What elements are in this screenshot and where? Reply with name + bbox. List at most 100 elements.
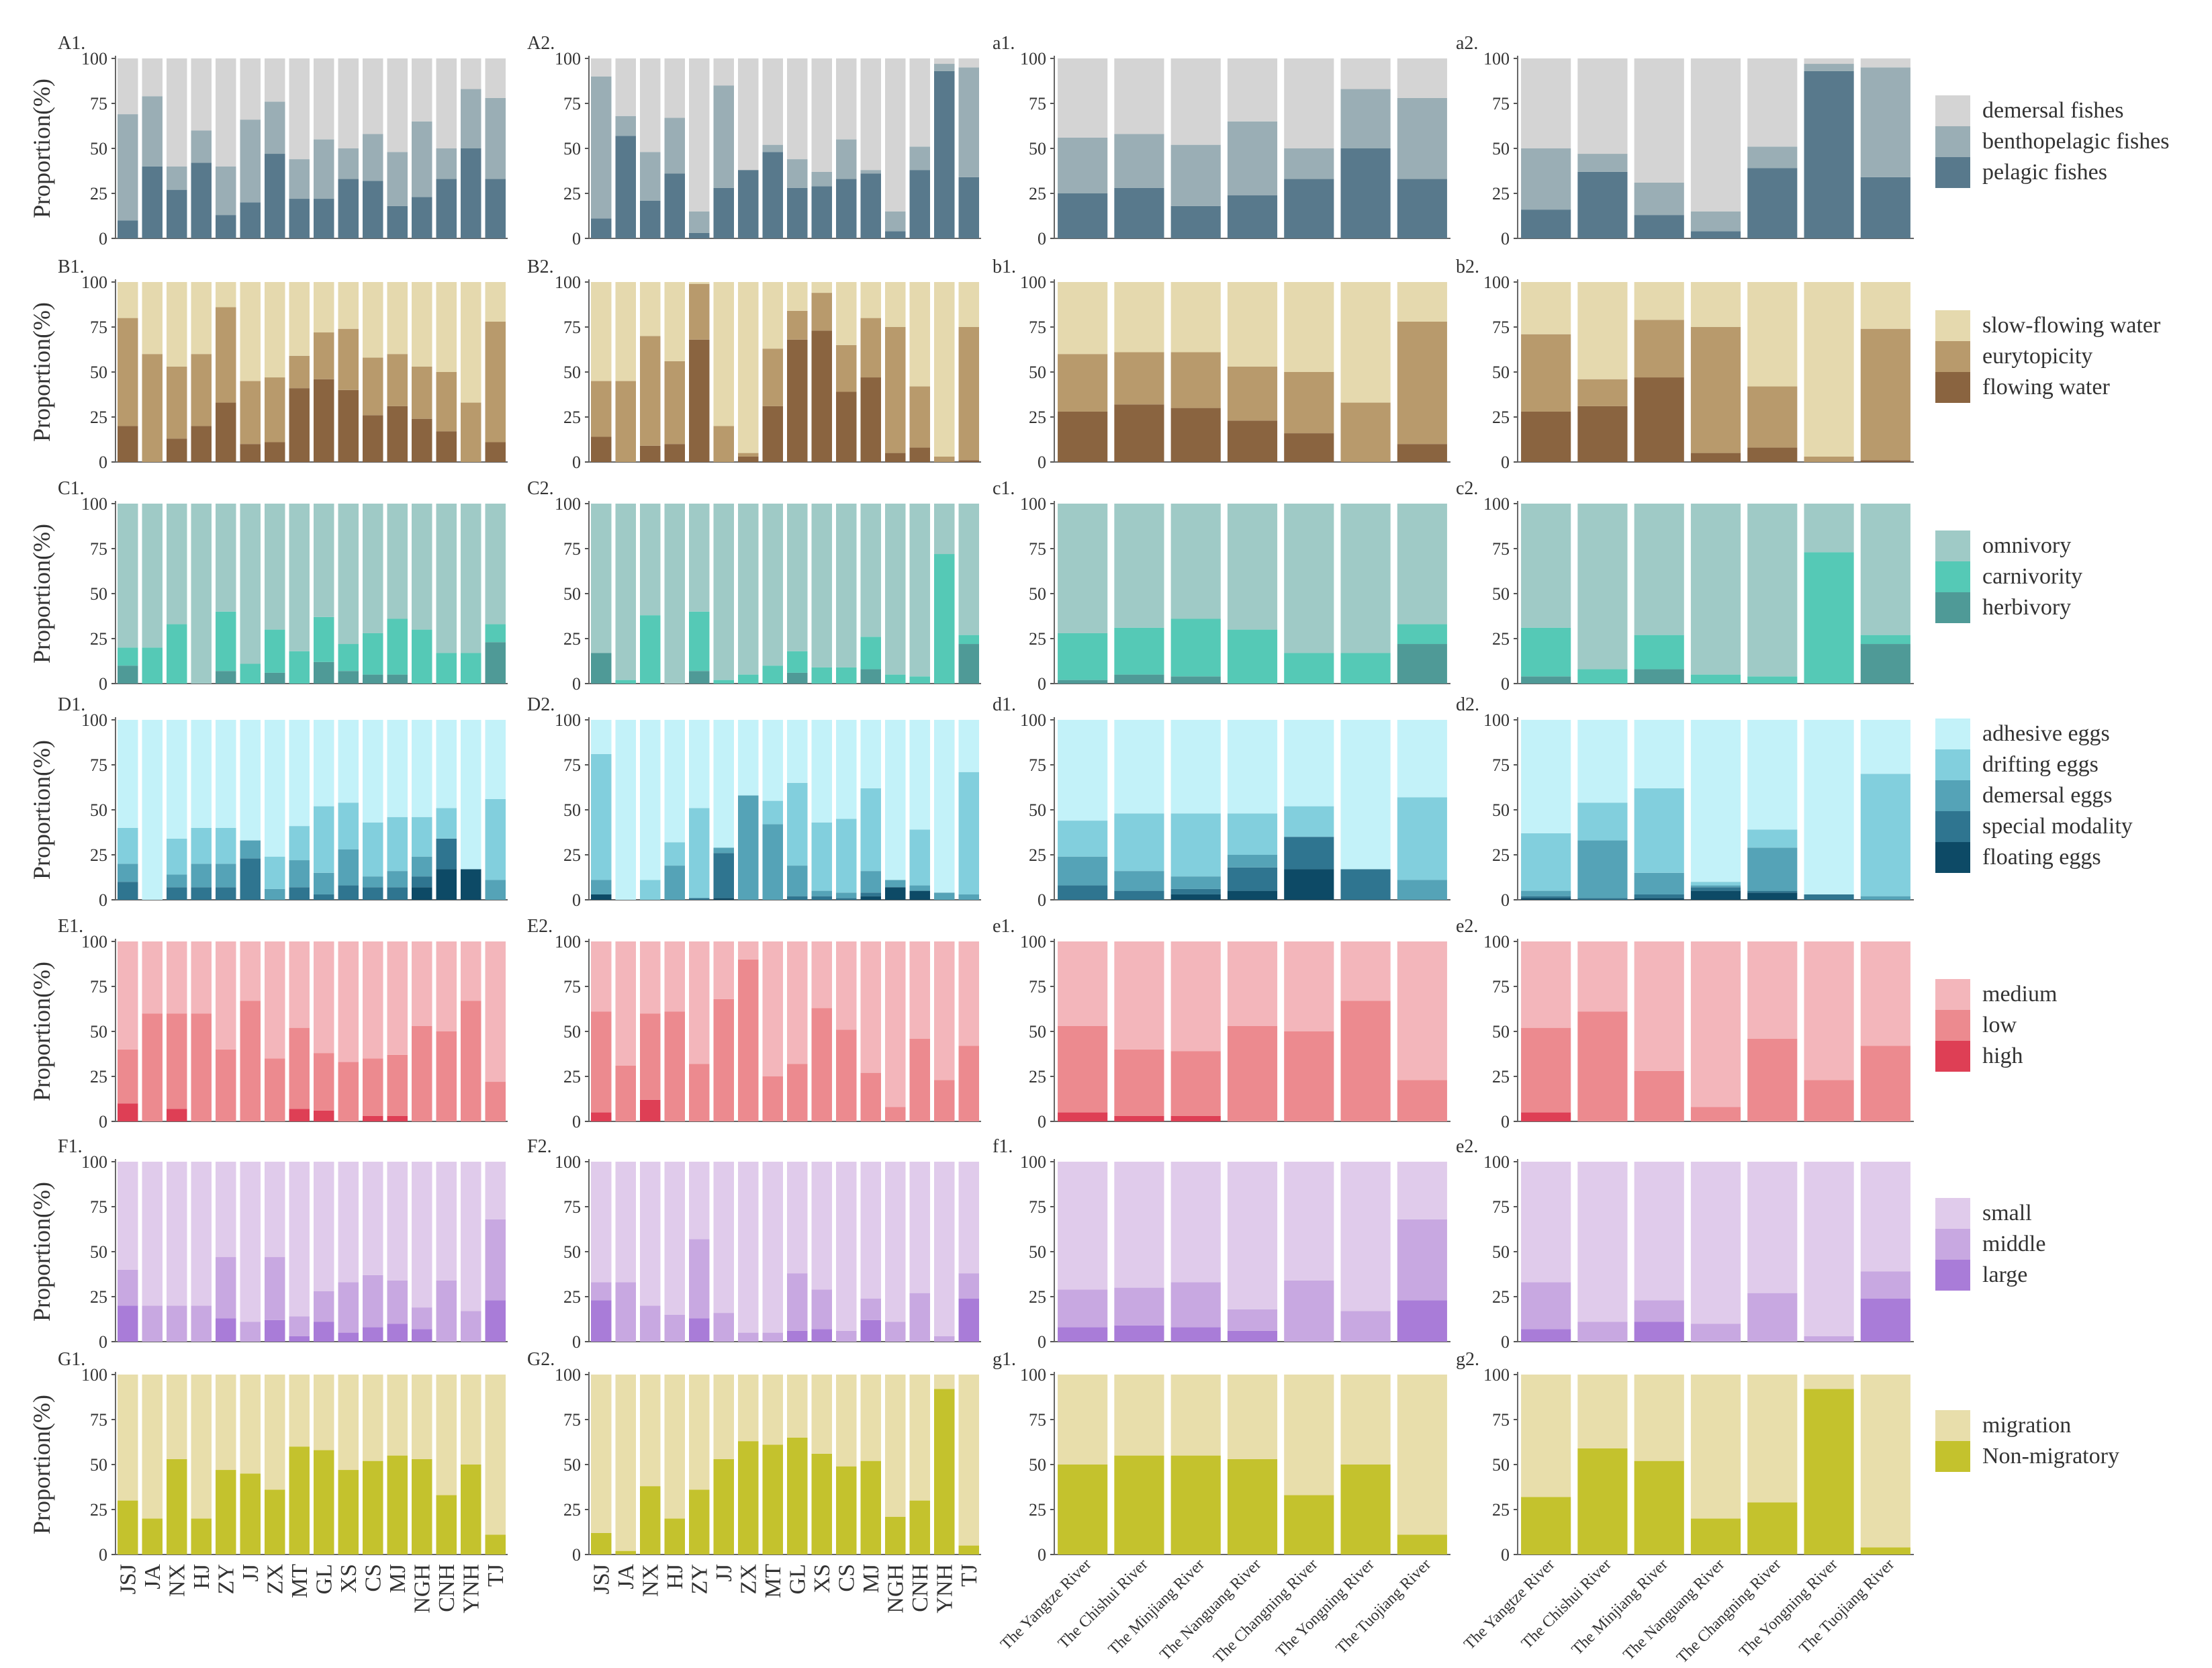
bar-high [1170, 1115, 1221, 1121]
legend-swatch [1935, 310, 1970, 341]
bar-eurytopicity [1860, 328, 1910, 461]
bar-demersal-fishes [860, 58, 881, 171]
bar-special-modality [1690, 887, 1741, 891]
bar-non-migratory [1058, 1465, 1108, 1555]
bar-pelagic-fishes [216, 215, 236, 238]
bar-demersal-eggs [1577, 840, 1628, 898]
bar-adhesive-eggs [738, 720, 759, 796]
bar-drifting-eggs [664, 842, 685, 866]
bar-omnivory [1577, 504, 1628, 669]
bar-non-migratory [615, 1550, 636, 1555]
y-tick-label: 50 [90, 1022, 107, 1041]
y-tick-label: 0 [1501, 229, 1510, 248]
bar-stack-the-yongning-river [1340, 941, 1391, 1121]
bar-large [387, 1324, 408, 1342]
bar-non-migratory [461, 1465, 481, 1555]
bar-stack-zx [738, 941, 759, 1121]
bar-non-migratory [387, 1455, 408, 1555]
bar-small [142, 1162, 163, 1306]
bar-middle [689, 1239, 710, 1319]
y-tick-label: 0 [99, 674, 107, 694]
bar-stack-hj [664, 941, 685, 1121]
bar-pelagic-fishes [461, 148, 481, 238]
bar-flowing-water [591, 436, 612, 462]
bar-stack-the-chishui-river [1577, 941, 1628, 1121]
bar-stack-the-minjiang-river [1170, 941, 1221, 1121]
bar-eurytopicity [738, 453, 759, 457]
bar-special-modality [1521, 896, 1571, 898]
panel-d1-4-1: D1. Proportion(%) 0 25 50 75 100 [28, 694, 508, 910]
bar-drifting-eggs [216, 827, 236, 864]
panel-g2-7-2: G2. 0 25 50 75 100 JSJ JA NX HJ ZY JJ ZX MT GL XS CS MJ NG… [527, 1349, 982, 1614]
bar-stack-tj [958, 720, 979, 900]
legend-item-large: large [1935, 1260, 2027, 1291]
bar-stack-zy [689, 941, 710, 1121]
bar-migration [787, 1375, 808, 1438]
bar-stack-mj [387, 1375, 408, 1555]
panel-label: d2. [1456, 694, 1479, 715]
bar-medium [240, 941, 261, 1001]
bar-low [1804, 1080, 1854, 1121]
y-tick-label: 0 [572, 890, 581, 910]
bar-pelagic-fishes [314, 199, 334, 238]
x-tick-label: TJ [957, 1564, 982, 1587]
panel-label: D1. [58, 694, 85, 715]
y-tick-label: 50 [1492, 1022, 1510, 1041]
y-tick-label: 75 [563, 977, 581, 997]
y-tick-label: 100 [1020, 1152, 1046, 1172]
bar-drifting-eggs [436, 808, 457, 839]
bar-large [1397, 1300, 1447, 1342]
bar-stack-the-nanguang-river [1690, 58, 1741, 238]
bar-special-modality [167, 887, 187, 900]
bar-adhesive-eggs [1804, 720, 1854, 894]
bar-low [909, 1038, 930, 1121]
panel-d2-4-4: d2. 0 25 50 75 100 [1456, 694, 1914, 910]
legend-label: flowing water [1982, 375, 2110, 400]
bar-stack-the-changning-river [1747, 504, 1798, 684]
bar-eurytopicity [191, 354, 212, 426]
x-tick-label: JA [614, 1564, 639, 1589]
bar-stack-ngh [885, 941, 906, 1121]
x-tick-label: XS [810, 1564, 835, 1593]
bar-stack-jj [240, 504, 261, 684]
bar-carnivority [1284, 653, 1334, 684]
bar-non-migratory [934, 1389, 955, 1555]
bar-special-modality [811, 896, 832, 900]
bar-stack-xs [338, 504, 359, 684]
bar-eurytopicity [167, 366, 187, 439]
y-tick-label: 50 [1029, 139, 1046, 158]
legend-swatch [1935, 372, 1970, 403]
y-tick-label: 75 [1029, 318, 1046, 337]
bar-stack-zx [738, 1375, 759, 1555]
bar-high [640, 1099, 661, 1121]
bar-flowing-water [216, 402, 236, 462]
bar-flowing-water [436, 431, 457, 462]
bar-non-migratory [1114, 1455, 1164, 1555]
bar-stack-nx [167, 282, 187, 462]
bar-stack-jsj [118, 1375, 138, 1555]
legend-swatch [1935, 341, 1970, 372]
bar-non-migratory [591, 1532, 612, 1555]
bar-migration [216, 1375, 236, 1471]
bar-benthopelagic-fishes [958, 67, 979, 177]
bar-stack-mj [387, 720, 408, 900]
bar-carnivority [1340, 653, 1391, 684]
bar-stack-xs [811, 282, 832, 462]
bar-carnivority [836, 667, 857, 684]
panel-b2-2-2: B2. 0 25 50 75 100 [527, 257, 981, 472]
bar-migration [664, 1375, 685, 1519]
bar-flowing-water [1521, 411, 1571, 462]
bar-stack-cs [836, 58, 857, 238]
bar-pelagic-fishes [885, 231, 906, 238]
bar-pelagic-fishes [762, 152, 783, 238]
bar-migration [1284, 1375, 1334, 1495]
bar-small [640, 1162, 661, 1306]
bar-benthopelagic-fishes [615, 115, 636, 136]
bar-demersal-fishes [118, 58, 138, 115]
bar-herbivory [216, 671, 236, 684]
bar-stack-jsj [118, 1162, 138, 1342]
bar-non-migratory [811, 1453, 832, 1555]
bar-non-migratory [363, 1461, 383, 1555]
bar-eurytopicity [436, 372, 457, 432]
bar-special-modality [191, 887, 212, 900]
